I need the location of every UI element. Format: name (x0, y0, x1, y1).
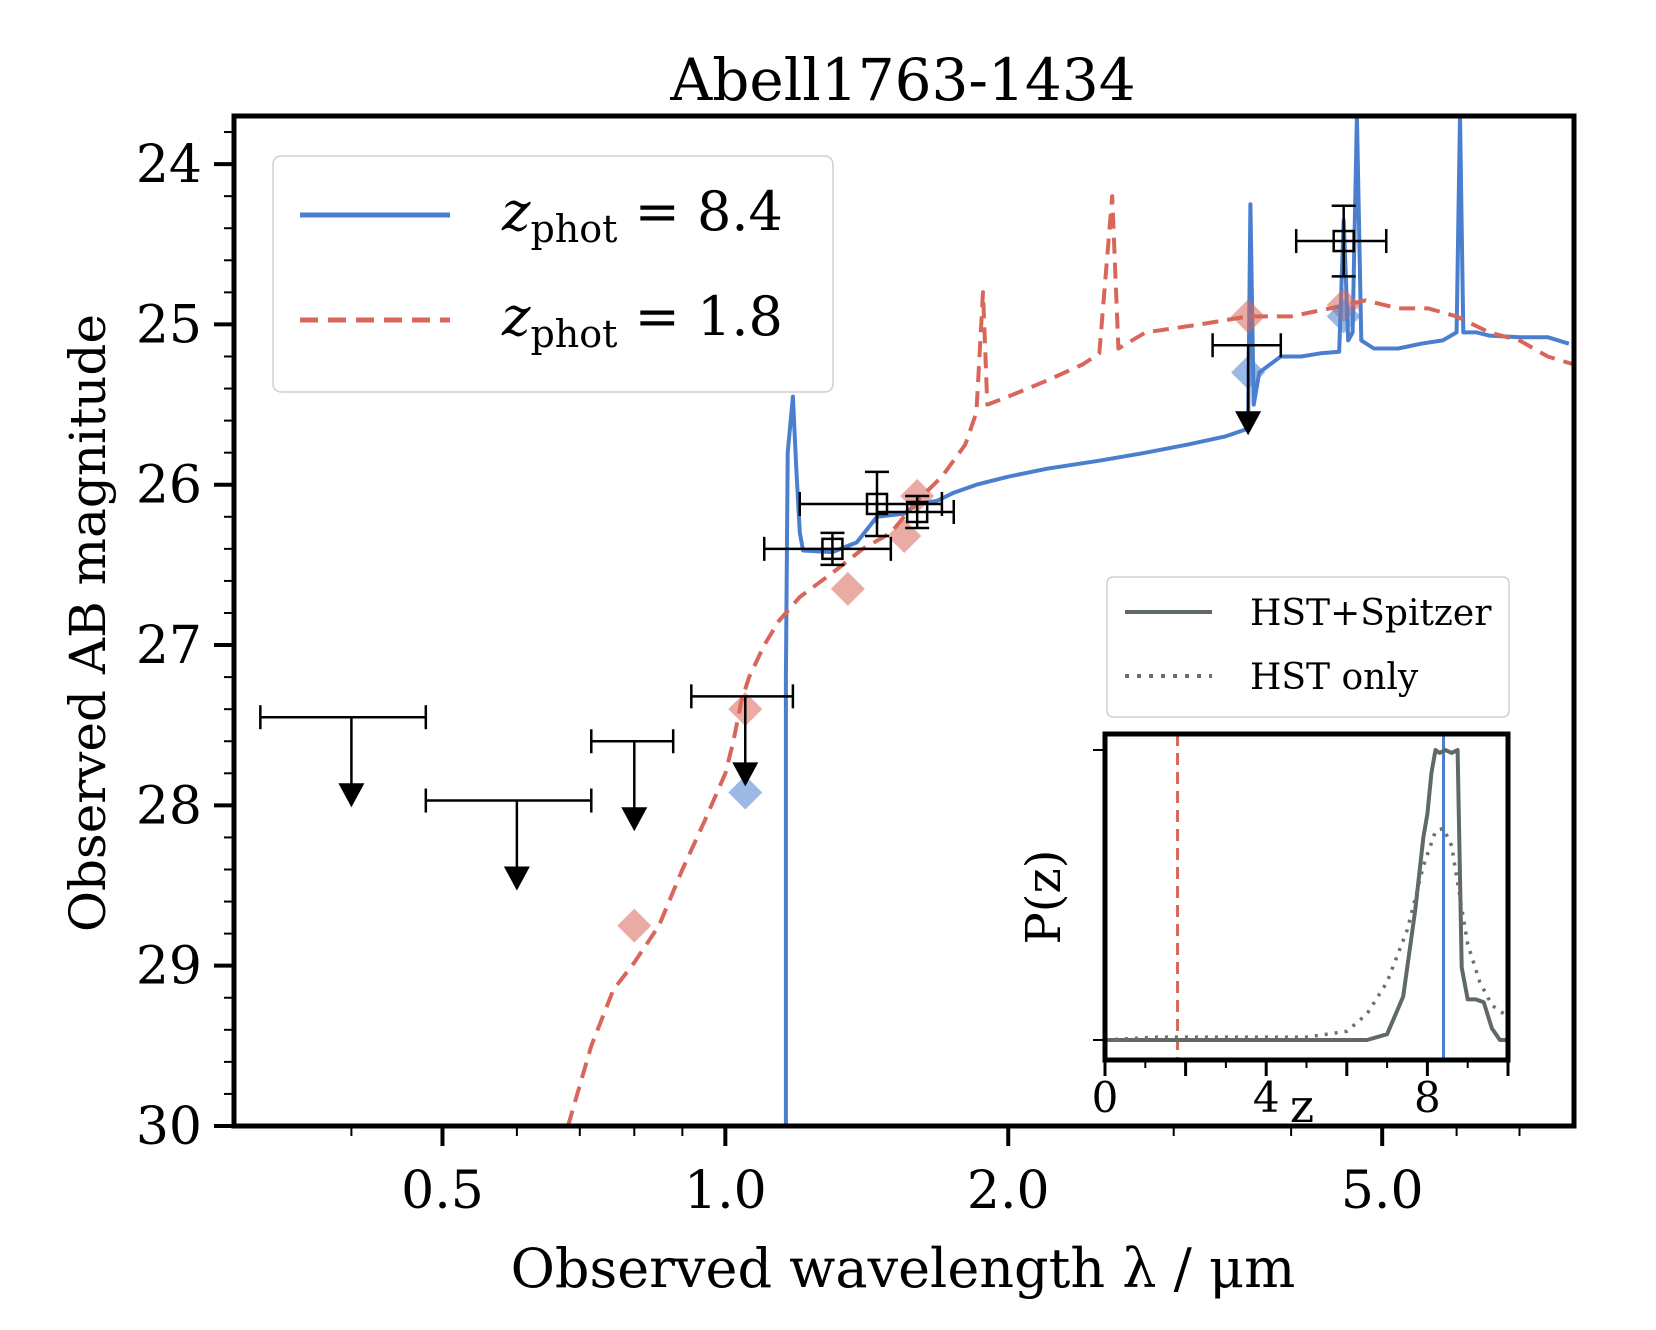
model-point-z-1-8 (1231, 299, 1266, 334)
inset-ticks: 0 4 8 (1092, 749, 1510, 1122)
upper-limits (259, 333, 1283, 891)
legend-label-1-8: zphot = 1.8 (501, 285, 783, 356)
x-ticks: 0.5 1.0 2.0 5.0 (350, 1126, 1521, 1221)
x-tick-label: 2.0 (967, 1161, 1050, 1221)
y-tick-label: 28 (136, 776, 202, 836)
inset-x-tick-label: 4 (1253, 1073, 1280, 1122)
y-ticks: 24 25 26 27 28 29 30 (136, 131, 234, 1157)
model-point-z-1-8 (617, 908, 652, 943)
inset-legend: HST+Spitzer HST only (1106, 576, 1510, 718)
obs-marker (905, 500, 929, 524)
x-axis-label: Observed wavelength λ / μm (511, 1237, 1296, 1300)
inset-x-label: z (1290, 1079, 1314, 1133)
obs-marker (1332, 229, 1355, 253)
inset-x-tick-label: 0 (1092, 1073, 1119, 1122)
pz-curve-hst-spitzer (1105, 748, 1508, 1042)
model-point-z-1-8 (830, 571, 865, 606)
y-tick-label: 30 (136, 1097, 202, 1157)
pz-curve-hst-only (1105, 826, 1508, 1042)
legend-label-8-4: zphot = 8.4 (501, 180, 783, 251)
x-tick-label: 1.0 (684, 1161, 767, 1221)
sed-line-z-1-8 (566, 194, 1574, 1126)
upper-limit-arrow (732, 762, 759, 787)
inset-x-tick-label: 8 (1414, 1073, 1441, 1122)
y-tick-label: 27 (136, 616, 202, 676)
y-axis-label: Observed AB magnitude (59, 314, 117, 932)
upper-limit-arrow (338, 783, 365, 808)
inset-y-label: P(z) (1016, 849, 1072, 944)
obs-marker (821, 537, 844, 561)
observed-photometry (763, 204, 1388, 567)
inset-legend-label-hst-only: HST only (1250, 657, 1419, 698)
upper-limit-arrow (1235, 411, 1262, 436)
inset-plot: 0 4 8 P(z) z (1016, 731, 1511, 1133)
y-tick-label: 29 (136, 937, 202, 997)
upper-limit-arrow (621, 807, 648, 832)
inset-background (1105, 734, 1508, 1060)
x-tick-label: 5.0 (1341, 1161, 1424, 1221)
chart-title: Abell1763-1434 (669, 46, 1135, 114)
plot-frame (231, 113, 1577, 1129)
model-point-z-8-4 (728, 775, 763, 810)
inset-curves (1105, 734, 1508, 1060)
y-tick-label: 25 (136, 295, 202, 355)
x-tick-label: 0.5 (401, 1161, 484, 1221)
main-legend: zphot = 8.4 zphot = 1.8 (272, 155, 834, 393)
y-tick-label: 26 (136, 456, 202, 516)
upper-limit-arrow (503, 866, 530, 891)
y-tick-label: 24 (136, 135, 202, 195)
model-point-z-8-4 (1326, 299, 1361, 334)
inset-legend-label-hst-spitzer: HST+Spitzer (1250, 593, 1492, 634)
